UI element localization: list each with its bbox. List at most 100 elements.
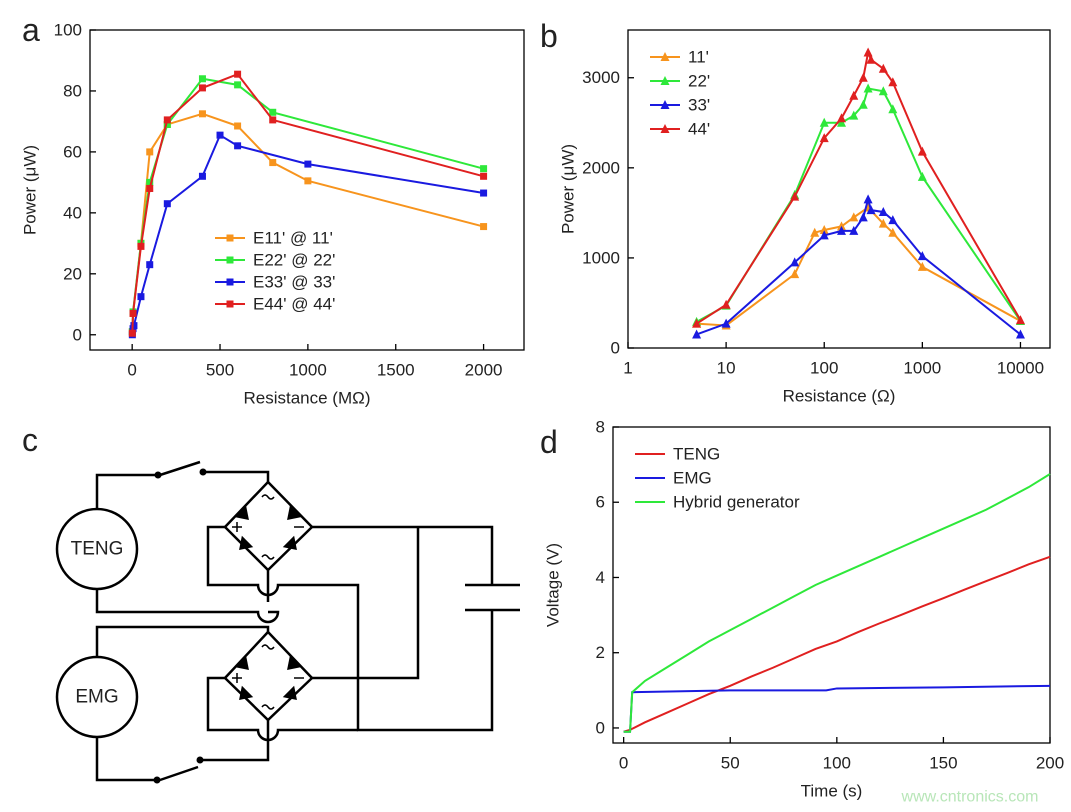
point	[128, 329, 136, 337]
y-axis-title: Power (μW)	[559, 144, 578, 234]
point	[692, 329, 702, 339]
y-tick-label: 8	[596, 418, 605, 437]
point	[917, 261, 927, 271]
legend-label: E33' @ 33'	[253, 273, 335, 292]
point	[216, 131, 224, 139]
x-tick-label: 0	[127, 361, 136, 380]
point	[888, 104, 898, 114]
point	[837, 225, 847, 235]
x-tick-label: 200	[1036, 754, 1064, 773]
point	[480, 223, 488, 231]
y-tick-label: 60	[63, 142, 82, 161]
y-axis-title: Voltage (V)	[544, 543, 563, 627]
x-tick-label: 1000	[289, 361, 327, 380]
point	[269, 108, 277, 116]
point	[819, 133, 829, 143]
chart: b 1 10 100 1000 10000 0 1000 2000 3000 Resistance …	[540, 18, 1051, 406]
point	[790, 191, 800, 201]
point	[163, 120, 171, 128]
point	[810, 227, 820, 237]
wire	[95, 625, 270, 657]
point	[269, 159, 277, 167]
switch-contact	[196, 756, 204, 764]
legend-marker	[226, 234, 234, 242]
point	[146, 261, 154, 269]
capacitor	[465, 583, 520, 612]
legend-marker	[226, 300, 234, 308]
point	[863, 47, 873, 57]
panel-label: c	[22, 422, 38, 458]
series-line	[623, 555, 1051, 733]
series-line	[696, 206, 1021, 327]
x-tick-label: 10000	[997, 359, 1044, 378]
point	[849, 110, 859, 120]
x-axis-title: Resistance (MΩ)	[243, 389, 370, 408]
circuit-diagram: c TENG EMG	[22, 422, 520, 784]
y-tick-label: 80	[63, 81, 82, 100]
point	[198, 110, 206, 118]
x-tick-label: 1	[623, 359, 632, 378]
wire	[312, 525, 494, 585]
x-tick-label: 0	[619, 754, 628, 773]
point	[819, 117, 829, 127]
point	[146, 178, 154, 186]
x-tick-label: 100	[823, 754, 851, 773]
bridge-rectifier	[223, 630, 314, 722]
point	[234, 122, 242, 130]
point	[858, 212, 868, 222]
point	[1015, 329, 1025, 339]
point	[137, 293, 145, 301]
wire	[95, 460, 270, 509]
series-line	[623, 473, 1051, 733]
wire	[312, 527, 420, 680]
point	[234, 81, 242, 89]
y-tick-label: 0	[73, 325, 82, 344]
point	[849, 212, 859, 222]
wire	[206, 676, 358, 742]
switch-contact	[154, 471, 162, 479]
point	[878, 63, 888, 73]
y-axis-title: Power (μW)	[21, 145, 40, 235]
legend-marker	[660, 52, 670, 61]
x-axis-title: Time (s)	[801, 782, 863, 801]
panel-label: b	[540, 18, 558, 54]
panel-label: a	[22, 12, 40, 48]
x-tick-label: 50	[721, 754, 740, 773]
y-tick-label: 0	[596, 718, 605, 737]
point	[480, 165, 488, 173]
y-tick-label: 6	[596, 493, 605, 512]
point	[837, 221, 847, 231]
series-line	[696, 195, 1022, 336]
point	[888, 227, 898, 237]
point	[888, 215, 898, 225]
legend-label: 22'	[688, 72, 710, 91]
point	[692, 318, 702, 328]
point	[163, 200, 171, 208]
x-tick-label: 2000	[465, 361, 503, 380]
point	[866, 205, 876, 215]
y-tick-label: 40	[63, 203, 82, 222]
y-tick-label: 2000	[582, 158, 620, 177]
point	[837, 117, 847, 127]
plot-frame	[89, 29, 525, 351]
point	[304, 177, 312, 185]
legend-marker	[226, 256, 234, 264]
point	[917, 251, 927, 261]
point	[234, 142, 242, 150]
legend-marker	[660, 100, 670, 109]
point	[858, 72, 868, 82]
point	[721, 318, 731, 328]
legend-label: E22' @ 22'	[253, 251, 335, 270]
source-label: EMG	[75, 687, 118, 708]
point	[1015, 315, 1025, 325]
point	[480, 172, 488, 180]
point	[866, 54, 876, 64]
switch-contact	[199, 468, 207, 476]
y-tick-label: 2	[596, 643, 605, 662]
point	[917, 146, 927, 156]
x-tick-label: 100	[810, 359, 838, 378]
point	[790, 257, 800, 267]
legend-label: 44'	[688, 120, 710, 139]
y-tick-label: 100	[54, 21, 82, 40]
point	[198, 75, 206, 83]
